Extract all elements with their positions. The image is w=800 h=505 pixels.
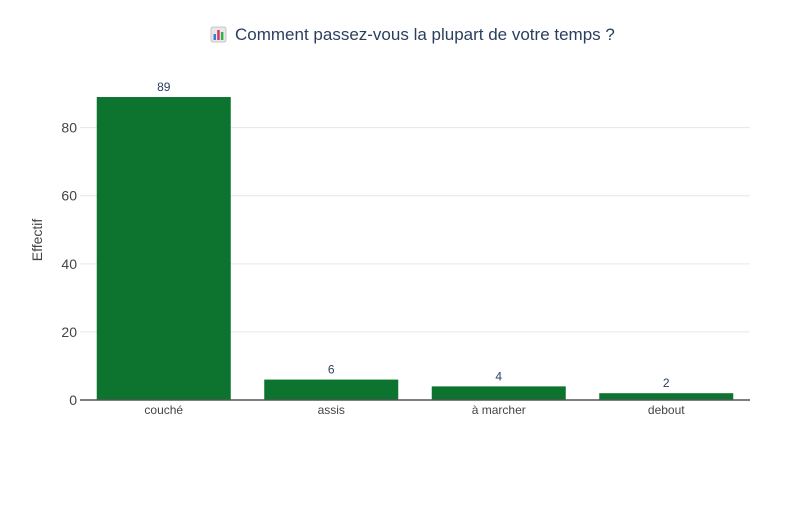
bar-value-label: 2: [663, 376, 670, 390]
bar[interactable]: [264, 379, 399, 400]
bar-chart-emoji-icon: [210, 26, 227, 43]
y-axis-ticks: 0 20 40 60 80: [61, 120, 77, 408]
y-axis-title: Effectif: [29, 219, 45, 262]
y-tick-label: 40: [61, 256, 77, 272]
bar-value-label: 89: [157, 80, 171, 94]
bars: [96, 97, 734, 401]
bar-value-label: 6: [328, 363, 335, 377]
x-tick-label: assis: [318, 403, 345, 417]
chart-title-group: Comment passez-vous la plupart de votre …: [210, 25, 615, 44]
bar[interactable]: [431, 386, 566, 400]
x-axis-ticks: couché assis à marcher debout: [144, 403, 685, 417]
bar[interactable]: [96, 97, 231, 401]
y-tick-label: 80: [61, 120, 77, 136]
x-tick-label: couché: [144, 403, 183, 417]
y-tick-label: 20: [61, 324, 77, 340]
y-tick-label: 0: [69, 392, 77, 408]
x-tick-label: à marcher: [472, 403, 526, 417]
chart-title: Comment passez-vous la plupart de votre …: [235, 25, 615, 44]
bar-value-labels: 89 6 4 2: [157, 80, 670, 390]
x-tick-label: debout: [648, 403, 685, 417]
bar[interactable]: [599, 393, 734, 400]
bar-value-label: 4: [495, 369, 502, 383]
y-tick-label: 60: [61, 188, 77, 204]
